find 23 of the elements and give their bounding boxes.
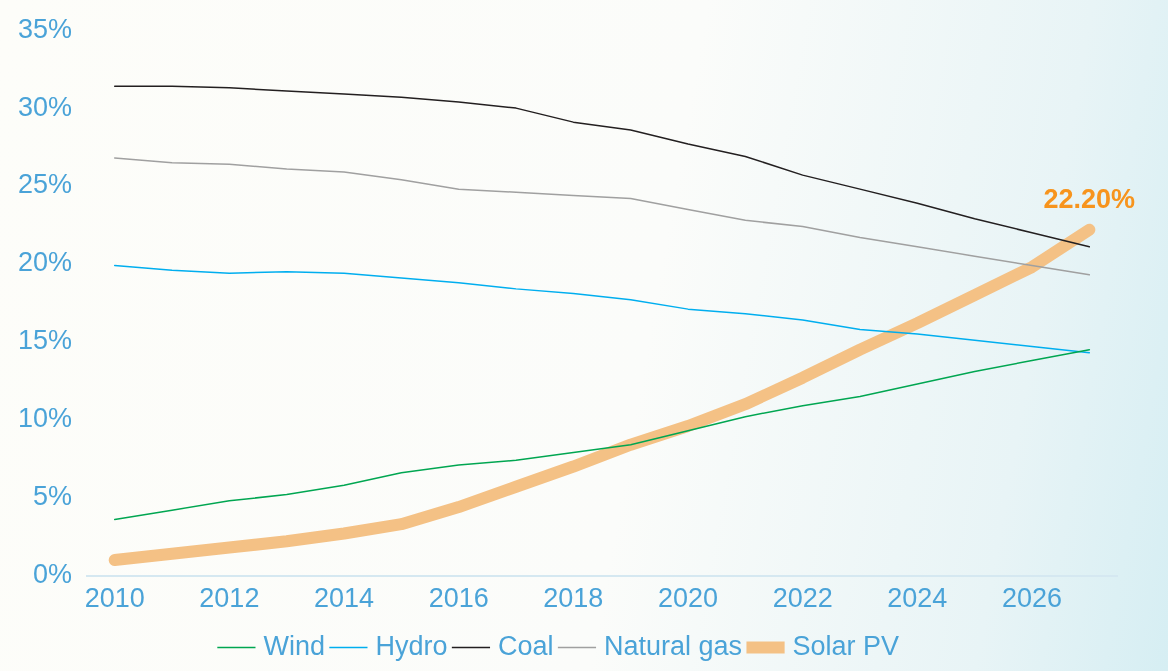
legend-label: Wind (263, 630, 325, 661)
y-tick-label: 15% (17, 325, 73, 356)
legend-label: Hydro (375, 630, 448, 661)
y-tick-label: 35% (17, 13, 73, 44)
legend-label: Natural gas (603, 630, 743, 661)
y-tick-label: 30% (17, 91, 73, 122)
x-tick-label: 2012 (199, 583, 260, 614)
data-label: 22.20% (1043, 183, 1136, 214)
x-tick-label: 2018 (543, 583, 604, 614)
legend-label: Solar PV (792, 630, 900, 661)
y-tick-label: 20% (17, 247, 73, 278)
x-tick-label: 2024 (887, 583, 948, 614)
y-tick-label: 25% (17, 169, 73, 200)
y-tick-label: 10% (17, 403, 73, 434)
x-tick-label: 2014 (313, 583, 375, 614)
x-tick-label: 2026 (1001, 583, 1063, 614)
legend-label: Coal (497, 630, 554, 661)
x-tick-label: 2020 (657, 583, 719, 614)
x-tick-label: 2010 (84, 583, 145, 614)
y-tick-label: 0% (33, 559, 73, 590)
x-tick-label: 2022 (772, 583, 833, 614)
x-tick-label: 2016 (428, 583, 489, 614)
y-tick-label: 5% (33, 481, 73, 512)
